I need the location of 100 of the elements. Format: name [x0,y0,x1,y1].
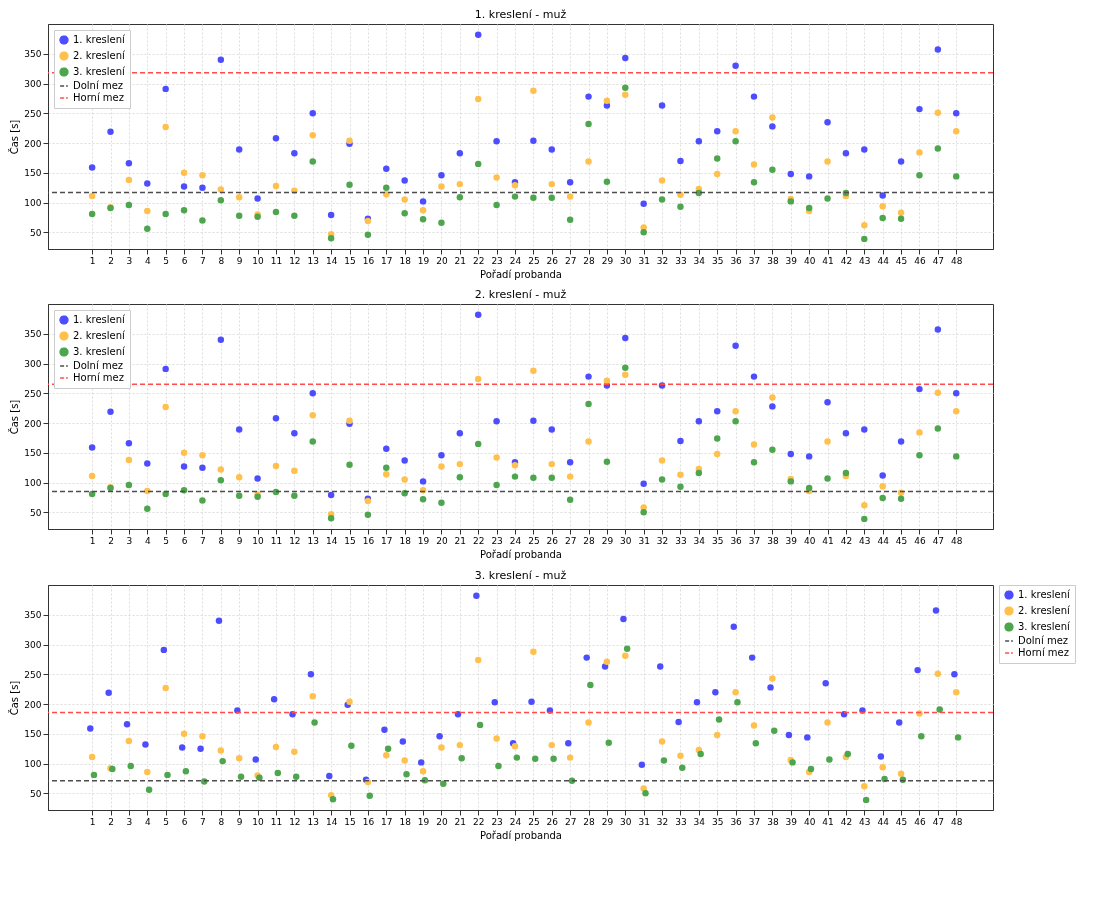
x-tick-label: 38 [767,255,779,266]
x-tick-label: 15 [344,255,356,266]
x-tick-label: 21 [454,816,467,827]
y-tick-label: 100 [24,478,42,489]
ref-line-label: Horní mez [73,372,125,383]
x-tick-label: 12 [289,816,301,827]
x-tick-label: 47 [932,255,945,266]
x-tick-label: 40 [803,535,816,546]
x-tick-label: 41 [822,255,834,266]
x-tick-label: 42 [840,535,853,546]
x-tick-label: 1 [89,255,96,266]
x-tick-label: 8 [218,816,225,827]
x-tick-label: 18 [399,816,412,827]
x-tick-label: 25 [528,535,540,546]
y-tick-label: 250 [24,108,42,119]
x-tick-label: 21 [454,255,467,266]
x-tick-label: 3 [126,535,133,546]
x-tick-label: 9 [236,535,243,546]
x-tick-label: 17 [381,816,393,827]
x-tick-label: 7 [200,816,206,827]
x-tick-label: 31 [638,535,650,546]
x-tick-label: 4 [144,535,151,546]
x-tick-label: 16 [362,535,375,546]
y-tick-label: 200 [24,138,42,149]
x-tick-label: 1 [89,535,96,546]
x-tick-label: 37 [748,535,761,546]
x-tick-label: 28 [583,535,596,546]
x-tick-label: 15 [344,535,356,546]
x-tick-label: 2 [108,255,114,266]
x-tick-label: 36 [730,255,743,266]
x-tick-label: 38 [767,535,779,546]
legend-label: 2. kreslení [1018,605,1072,616]
x-tick-label: 27 [564,255,577,266]
legend-label: 3. kreslení [73,346,127,357]
x-tick-label: 2 [108,816,114,827]
x-tick-label: 7 [200,255,206,266]
legend-label: 2. kreslení [73,330,127,341]
x-tick-label: 33 [675,535,687,546]
y-tick-label: 350 [24,49,42,60]
x-tick-label: 8 [218,535,225,546]
x-tick-label: 45 [895,816,908,827]
x-tick-label: 36 [730,535,743,546]
x-tick-label: 18 [399,255,412,266]
x-tick-label: 10 [252,255,265,266]
x-tick-label: 48 [951,816,963,827]
legend-label: Horní mez [1018,647,1070,658]
x-tick-label: 8 [218,255,225,266]
x-tick-label: 10 [252,535,265,546]
x-tick-label: 27 [564,816,577,827]
x-tick-label: 20 [436,816,448,827]
x-tick-label: 24 [509,535,522,546]
x-tick-label: 24 [509,816,522,827]
x-tick-label: 48 [951,255,963,266]
x-tick-label: 26 [546,535,559,546]
x-tick-label: 25 [528,255,540,266]
y-tick-label: 150 [24,729,42,740]
x-tick-label: 5 [163,816,170,827]
x-tick-label: 37 [748,255,761,266]
x-tick-label: 9 [236,816,243,827]
x-tick-label: 43 [859,255,871,266]
x-tick-label: 40 [803,255,816,266]
x-tick-label: 48 [951,535,963,546]
x-tick-label: 23 [491,816,503,827]
x-tick-label: 46 [914,816,926,827]
x-tick-label: 45 [895,255,908,266]
x-tick-label: 35 [712,255,724,266]
x-axis-title: Pořadí probanda [480,829,562,841]
x-tick-label: 30 [620,816,632,827]
x-tick-label: 26 [546,255,559,266]
y-tick-label: 250 [24,388,42,399]
x-tick-label: 13 [307,535,319,546]
x-tick-label: 41 [822,816,834,827]
x-tick-label: 19 [417,255,430,266]
y-tick-label: 150 [24,168,42,179]
x-tick-label: 37 [748,816,761,827]
legend-label: Horní mez [73,92,125,103]
x-tick-label: 26 [546,816,559,827]
x-tick-label: 14 [325,255,338,266]
x-tick-label: 2 [108,535,114,546]
x-tick-label: 3 [126,255,133,266]
x-tick-label: 9 [236,255,243,266]
x-tick-label: 11 [270,816,283,827]
x-tick-label: 6 [181,535,188,546]
x-tick-label: 42 [840,816,853,827]
x-tick-label: 1 [89,816,96,827]
x-tick-label: 47 [932,535,945,546]
x-tick-label: 32 [656,255,669,266]
x-tick-label: 46 [914,255,926,266]
x-axis-title: Pořadí probanda [480,268,562,280]
x-tick-label: 16 [362,816,375,827]
x-tick-label: 33 [675,816,687,827]
x-tick-label: 41 [822,535,834,546]
x-tick-label: 38 [767,816,779,827]
x-tick-label: 11 [270,535,283,546]
x-tick-label: 29 [601,816,614,827]
x-tick-label: 17 [381,535,393,546]
chart-title: 3. kreslení - muž [474,568,567,582]
x-tick-label: 44 [877,816,890,827]
legend-label: 1. kreslení [1018,589,1072,600]
legend-label: Dolní mez [73,360,124,371]
